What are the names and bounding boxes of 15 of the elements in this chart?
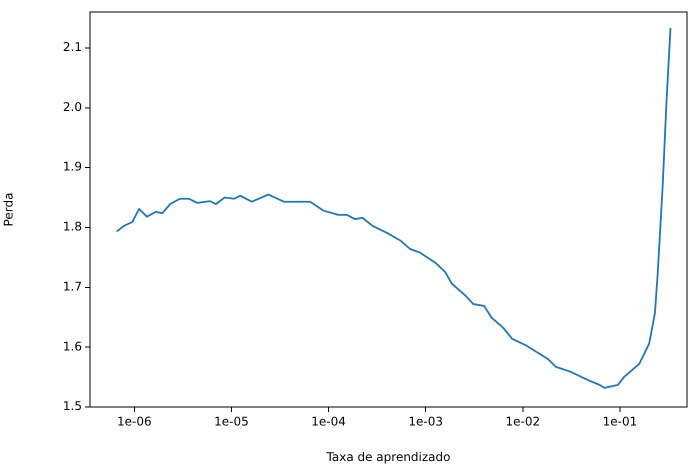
- y-tick-label: 1.6: [62, 339, 82, 354]
- y-tick-label: 2.1: [62, 40, 82, 54]
- y-axis-title: Perda: [1, 192, 16, 226]
- x-tick-label: 1e-01: [602, 414, 638, 428]
- x-tick-label: 1e-04: [311, 414, 346, 428]
- x-tick-label: 1e-02: [506, 414, 540, 428]
- y-tick-label: 1.8: [62, 220, 82, 234]
- x-tick-label: 1e-05: [214, 414, 249, 428]
- y-tick-label: 1.7: [62, 279, 82, 294]
- x-axis-title: Taxa de aprendizado: [326, 450, 450, 464]
- y-tick-label: 1.5: [62, 399, 82, 414]
- x-tick-label: 1e-06: [116, 414, 152, 428]
- x-tick-label: 1e-03: [408, 414, 443, 428]
- y-tick-label: 1.9: [62, 160, 82, 174]
- y-tick-label: 2.0: [62, 100, 82, 114]
